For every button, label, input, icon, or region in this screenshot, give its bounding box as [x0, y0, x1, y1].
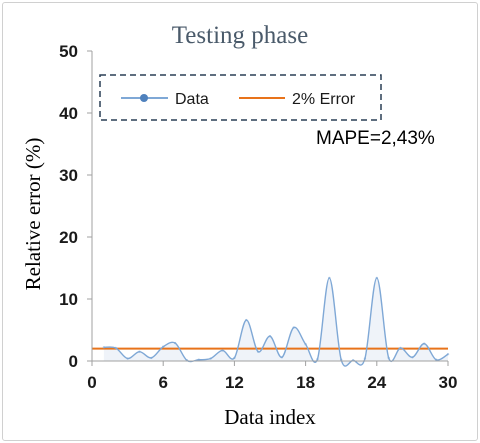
- data-point: [399, 346, 402, 350]
- x-axis-label: Data index: [224, 405, 316, 429]
- x-tick-label: 24: [367, 373, 386, 392]
- data-point: [150, 356, 153, 360]
- y-tick-label: 10: [59, 290, 78, 309]
- data-point: [411, 356, 414, 359]
- data-point: [102, 346, 106, 349]
- data-point: [316, 357, 319, 361]
- data-point: [233, 356, 236, 360]
- mape-annotation: MAPE=2,43%: [316, 128, 435, 149]
- data-point: [126, 357, 129, 360]
- legend: Data 2% Error: [99, 74, 382, 121]
- x-tick-label: 18: [296, 373, 315, 392]
- data-point: [256, 350, 260, 353]
- plot-area: 0 10 20 30 40 50 0 6 12 18 24 30: [59, 42, 457, 392]
- data-point: [292, 326, 295, 329]
- legend-error-label: 2% Error: [292, 91, 356, 108]
- data-point: [114, 346, 117, 350]
- data-point: [162, 345, 165, 348]
- data-point: [268, 335, 272, 338]
- y-tick-label: 40: [59, 104, 78, 123]
- x-tick-label: 0: [87, 373, 96, 392]
- data-point: [387, 356, 390, 360]
- y-axis-label: Relative error (%): [21, 138, 45, 291]
- data-point: [328, 276, 331, 280]
- data-point: [304, 343, 307, 346]
- data-point: [434, 358, 438, 361]
- data-point: [245, 318, 248, 322]
- data-point: [446, 352, 450, 356]
- data-point: [375, 276, 378, 280]
- x-tick-label: 30: [439, 373, 458, 392]
- x-tick-label: 6: [158, 373, 167, 392]
- data-point: [280, 356, 284, 359]
- data-point: [423, 342, 426, 345]
- y-tick-label: 30: [59, 166, 78, 185]
- data-point: [209, 357, 212, 360]
- legend-data-marker: [140, 94, 148, 102]
- data-point: [340, 358, 343, 361]
- x-tick-label: 12: [225, 373, 244, 392]
- y-tick-label: 0: [69, 352, 78, 371]
- data-point: [221, 349, 224, 352]
- chart-title: Testing phase: [172, 22, 308, 49]
- legend-data-label: Data: [175, 91, 209, 108]
- data-point: [197, 358, 200, 361]
- y-tick-label: 50: [59, 42, 78, 61]
- data-point: [363, 357, 367, 360]
- y-tick-label: 20: [59, 228, 78, 247]
- data-point: [138, 350, 141, 353]
- data-point: [173, 341, 177, 345]
